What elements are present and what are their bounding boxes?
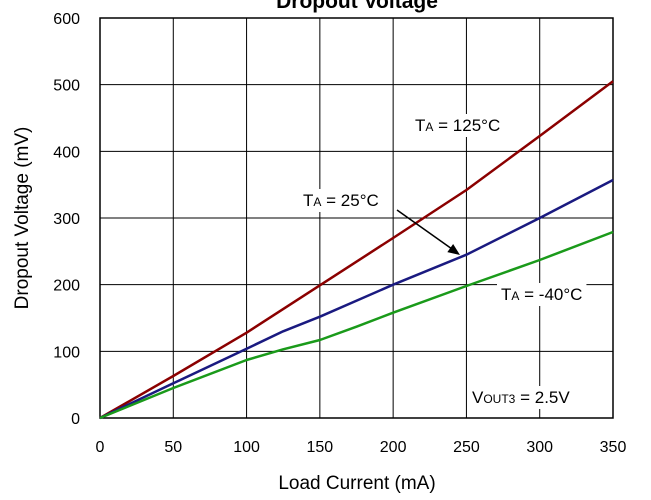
annotation-ta-125c-label: TA = 125°C	[415, 116, 500, 135]
x-tick-label: 150	[307, 439, 334, 456]
annotation-ta-25c-label: TA = 25°C	[303, 191, 379, 210]
y-tick-label: 300	[53, 211, 80, 228]
y-tick-label: 600	[53, 11, 80, 28]
annotation-ta-minus40c: TA = -40°C	[497, 283, 587, 306]
annotation-ta-25c: TA = 25°C	[299, 189, 383, 212]
x-tick-label: 50	[164, 439, 182, 456]
x-axis-title: Load Current (mA)	[278, 473, 435, 494]
chart-title: Dropout Voltage	[276, 0, 438, 13]
x-tick-label: 250	[453, 439, 480, 456]
plot-frame	[99, 17, 614, 419]
y-tick-label: 200	[53, 278, 80, 295]
y-tick-label: 100	[53, 344, 80, 361]
y-tick-label: 400	[53, 144, 80, 161]
y-tick-label: 500	[53, 78, 80, 95]
annotation-ta-minus40c-label: TA = -40°C	[501, 285, 582, 304]
annotation-vout3: VOUT3 = 2.5V	[468, 386, 575, 409]
y-axis-title: Dropout Voltage (mV)	[12, 127, 33, 310]
x-tick-label: 100	[233, 439, 260, 456]
x-tick-label: 350	[600, 439, 627, 456]
x-tick-label: 0	[96, 439, 105, 456]
x-tick-labels: 0 50 100 150 200 250 300 350	[96, 439, 627, 456]
annotation-arrow	[396, 209, 460, 255]
annotation-vout3-label: VOUT3 = 2.5V	[472, 388, 570, 407]
series-line-ta-125c	[99, 80, 614, 420]
y-tick-label: 0	[71, 411, 80, 428]
y-tick-labels: 0 100 200 300 400 500 600	[53, 11, 80, 428]
x-tick-label: 200	[380, 439, 407, 456]
annotation-ta-125c: TA = 125°C	[411, 114, 505, 137]
x-tick-label: 300	[526, 439, 553, 456]
series-line-ta-minus40c	[99, 230, 614, 420]
series-lines	[99, 80, 614, 420]
grid	[99, 17, 614, 419]
series-line-ta-25c	[99, 178, 614, 420]
